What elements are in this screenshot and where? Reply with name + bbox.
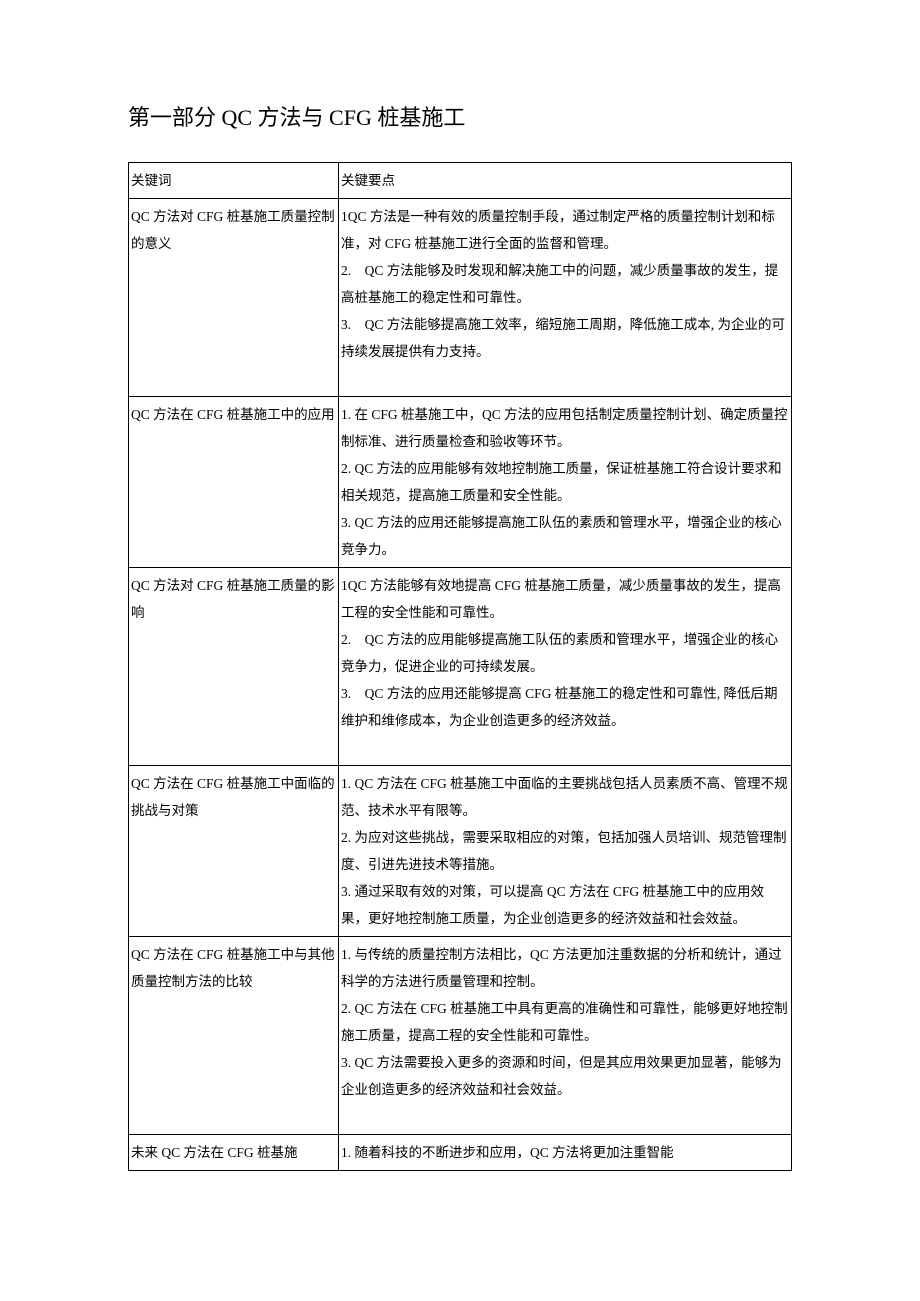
header-cell-keypoints: 关键要点 [339, 163, 792, 199]
table-row: QC 方法对 CFG 桩基施工质量的影响 1QC 方法能够有效地提高 CFG 桩… [129, 568, 792, 766]
cell-keyword: QC 方法在 CFG 桩基施工中与其他质量控制方法的比较 [129, 937, 339, 1135]
header-cell-keyword: 关键词 [129, 163, 339, 199]
cell-keypoints: 1QC 方法是一种有效的质量控制手段，通过制定严格的质量控制计划和标准，对 CF… [339, 199, 792, 397]
content-table: 关键词 关键要点 QC 方法对 CFG 桩基施工质量控制的意义 1QC 方法是一… [128, 162, 792, 1171]
cell-keyword: QC 方法在 CFG 桩基施工中面临的挑战与对策 [129, 766, 339, 937]
page-title: 第一部分 QC 方法与 CFG 桩基施工 [128, 100, 792, 132]
table-header-row: 关键词 关键要点 [129, 163, 792, 199]
table-row: QC 方法在 CFG 桩基施工中与其他质量控制方法的比较 1. 与传统的质量控制… [129, 937, 792, 1135]
table-row: QC 方法在 CFG 桩基施工中面临的挑战与对策 1. QC 方法在 CFG 桩… [129, 766, 792, 937]
cell-keyword: QC 方法对 CFG 桩基施工质量的影响 [129, 568, 339, 766]
cell-keypoints: 1QC 方法能够有效地提高 CFG 桩基施工质量，减少质量事故的发生，提高工程的… [339, 568, 792, 766]
table-row: QC 方法在 CFG 桩基施工中的应用 1. 在 CFG 桩基施工中，QC 方法… [129, 397, 792, 568]
table-row: 未来 QC 方法在 CFG 桩基施 1. 随着科技的不断进步和应用，QC 方法将… [129, 1135, 792, 1171]
cell-keyword: QC 方法在 CFG 桩基施工中的应用 [129, 397, 339, 568]
cell-keyword: 未来 QC 方法在 CFG 桩基施 [129, 1135, 339, 1171]
cell-keypoints: 1. 与传统的质量控制方法相比，QC 方法更加注重数据的分析和统计，通过科学的方… [339, 937, 792, 1135]
cell-keypoints: 1. QC 方法在 CFG 桩基施工中面临的主要挑战包括人员素质不高、管理不规范… [339, 766, 792, 937]
cell-keypoints: 1. 随着科技的不断进步和应用，QC 方法将更加注重智能 [339, 1135, 792, 1171]
cell-keypoints: 1. 在 CFG 桩基施工中，QC 方法的应用包括制定质量控制计划、确定质量控制… [339, 397, 792, 568]
cell-keyword: QC 方法对 CFG 桩基施工质量控制的意义 [129, 199, 339, 397]
table-row: QC 方法对 CFG 桩基施工质量控制的意义 1QC 方法是一种有效的质量控制手… [129, 199, 792, 397]
